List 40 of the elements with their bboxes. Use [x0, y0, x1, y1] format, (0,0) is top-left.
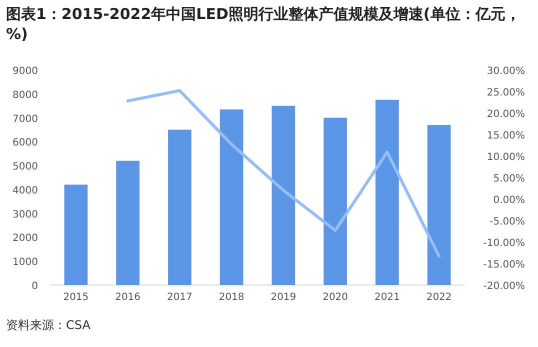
bar — [168, 130, 192, 285]
text: 资料来源：CSA — [6, 317, 90, 334]
y2-tick-label: 30.00% — [486, 66, 525, 77]
y-tick-label: 5000 — [12, 162, 38, 173]
bar — [220, 109, 244, 285]
y2-tick-label: 0.00% — [493, 195, 525, 206]
bar — [64, 184, 88, 285]
y-tick-label: 0 — [32, 281, 38, 292]
x-tick-label: 2020 — [322, 292, 348, 303]
x-tick-label: 2017 — [166, 292, 192, 303]
x-tick-label: 2019 — [270, 292, 296, 303]
x-tick-label: 2015 — [63, 292, 89, 303]
y-tick-label: 6000 — [12, 138, 38, 149]
y2-tick-label: 15.00% — [486, 130, 525, 142]
bar — [427, 124, 451, 285]
x-tick-label: 2018 — [218, 292, 244, 303]
x-tick-label: 2022 — [426, 292, 452, 303]
y-tick-label: 4000 — [12, 185, 38, 196]
y2-tick-label: 5.00% — [493, 174, 525, 184]
bar — [324, 118, 347, 285]
y2-tick-label: -10.00% — [483, 238, 525, 249]
y2-tick-label: 10.00% — [486, 152, 525, 163]
x-tick-label: 2016 — [115, 292, 141, 303]
line-series — [126, 89, 441, 258]
y2-tick-label: -20.00% — [483, 281, 525, 292]
bar — [116, 160, 140, 285]
y2-tick-label: -15.00% — [483, 260, 525, 270]
y-tick-label: 7000 — [12, 114, 38, 125]
y-tick-label: 2000 — [12, 233, 38, 244]
y2-tick-label: 25.00% — [486, 88, 525, 98]
y2-tick-label: 20.00% — [486, 109, 525, 120]
y-tick-label: 3000 — [12, 209, 38, 220]
x-tick-label: 2021 — [374, 292, 400, 303]
y-tick-label: 8000 — [12, 90, 38, 101]
chart-title: 图表1：2015-2022年中国LED照明行业整体产值规模及增速(单位：亿元，%) — [6, 4, 522, 44]
y-tick-label: 1000 — [12, 257, 38, 268]
bar — [272, 106, 296, 285]
y-tick-label: 9000 — [12, 66, 38, 77]
y2-tick-label: -5.00% — [490, 216, 525, 228]
bar — [376, 100, 399, 285]
